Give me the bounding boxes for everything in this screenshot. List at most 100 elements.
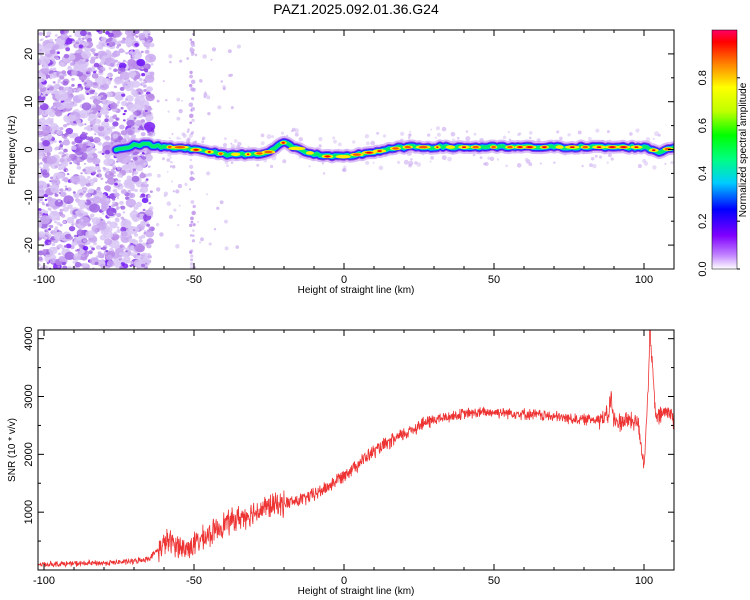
halo-point bbox=[294, 132, 299, 137]
noise-point bbox=[147, 39, 151, 42]
noise-point bbox=[42, 139, 51, 147]
noise-point bbox=[191, 239, 195, 243]
noise-point bbox=[144, 94, 148, 97]
halo-point bbox=[416, 162, 422, 167]
noise-point bbox=[133, 77, 137, 81]
ridge-peak bbox=[569, 146, 575, 149]
noise-point bbox=[39, 166, 42, 169]
halo-point bbox=[595, 128, 600, 133]
noise-point bbox=[147, 165, 151, 168]
halo-point bbox=[553, 161, 556, 164]
noise-point bbox=[45, 74, 51, 79]
noise-point bbox=[64, 185, 68, 188]
noise-point bbox=[132, 249, 136, 252]
halo-point bbox=[559, 136, 563, 141]
noise-point bbox=[108, 205, 112, 208]
noise-point bbox=[100, 206, 108, 212]
noise-point bbox=[149, 190, 153, 193]
noise-point bbox=[189, 262, 194, 266]
halo-point bbox=[322, 172, 326, 175]
noise-point bbox=[83, 127, 87, 130]
noise-point bbox=[189, 70, 193, 75]
noise-point bbox=[46, 155, 57, 165]
noise-point bbox=[230, 106, 234, 110]
noise-point bbox=[75, 44, 79, 48]
noise-point bbox=[139, 82, 145, 87]
ridge-peak bbox=[596, 146, 602, 149]
noise-point bbox=[53, 140, 57, 143]
noise-point bbox=[124, 164, 130, 169]
noise-point bbox=[78, 37, 81, 40]
noise-point bbox=[140, 234, 146, 239]
noise-point bbox=[38, 256, 43, 261]
y-tick-label: 10 bbox=[23, 96, 35, 108]
noise-point bbox=[75, 41, 79, 45]
noise-point bbox=[64, 251, 75, 261]
noise-point bbox=[124, 30, 134, 36]
noise-point bbox=[216, 206, 220, 210]
noise-point bbox=[134, 49, 140, 54]
noise-point bbox=[40, 138, 45, 141]
noise-point bbox=[192, 107, 195, 110]
halo-point bbox=[186, 130, 190, 133]
halo-point bbox=[382, 134, 387, 138]
noise-point bbox=[137, 127, 141, 131]
noise-point bbox=[98, 126, 105, 132]
noise-point bbox=[121, 93, 126, 97]
x-tick-label: 100 bbox=[635, 274, 653, 286]
noise-point bbox=[71, 223, 74, 226]
noise-point bbox=[42, 169, 48, 174]
noise-point bbox=[145, 114, 154, 122]
noise-point bbox=[50, 184, 59, 191]
noise-point bbox=[72, 94, 84, 104]
noise-point bbox=[59, 188, 64, 192]
noise-point bbox=[120, 40, 125, 44]
halo-point bbox=[479, 156, 483, 160]
noise-point bbox=[148, 226, 151, 230]
noise-point bbox=[189, 83, 193, 88]
noise-point bbox=[123, 134, 130, 140]
noise-point bbox=[66, 157, 72, 162]
noise-point bbox=[147, 254, 152, 259]
noise-point bbox=[89, 143, 95, 148]
noise-point bbox=[38, 82, 43, 89]
noise-point bbox=[76, 162, 81, 166]
noise-point bbox=[112, 114, 118, 120]
ridge-peak bbox=[174, 146, 186, 149]
noise-point bbox=[144, 104, 148, 108]
halo-point bbox=[436, 132, 441, 137]
x-tick-label: -50 bbox=[186, 274, 202, 286]
halo-point bbox=[496, 158, 500, 161]
noise-point bbox=[203, 92, 208, 97]
noise-point bbox=[65, 187, 69, 191]
ridge-peak bbox=[507, 145, 513, 149]
noise-point bbox=[88, 250, 93, 255]
noise-point bbox=[104, 94, 108, 97]
noise-point bbox=[191, 97, 195, 101]
noise-point bbox=[60, 81, 64, 85]
noise-point bbox=[211, 47, 217, 52]
noise-point bbox=[93, 62, 100, 68]
noise-point bbox=[56, 221, 61, 226]
noise-point bbox=[129, 245, 135, 250]
noise-point bbox=[83, 188, 87, 192]
noise-point bbox=[120, 226, 127, 232]
noise-point bbox=[112, 121, 119, 127]
noise-point bbox=[140, 94, 145, 98]
noise-point bbox=[94, 261, 99, 266]
noise-point bbox=[71, 77, 75, 81]
noise-point bbox=[113, 174, 116, 177]
noise-point bbox=[139, 189, 144, 193]
noise-point bbox=[62, 265, 68, 269]
noise-point bbox=[121, 245, 125, 248]
noise-point bbox=[58, 191, 62, 194]
y-tick-label: 2000 bbox=[23, 442, 35, 466]
noise-point bbox=[89, 120, 96, 126]
halo-point bbox=[233, 139, 238, 143]
noise-point bbox=[49, 180, 52, 183]
spectrogram-y-axis-title: Frequency (Hz) bbox=[7, 116, 18, 185]
noise-point bbox=[206, 171, 211, 176]
noise-point bbox=[61, 135, 65, 138]
noise-point bbox=[39, 54, 43, 57]
halo-point bbox=[230, 142, 233, 145]
